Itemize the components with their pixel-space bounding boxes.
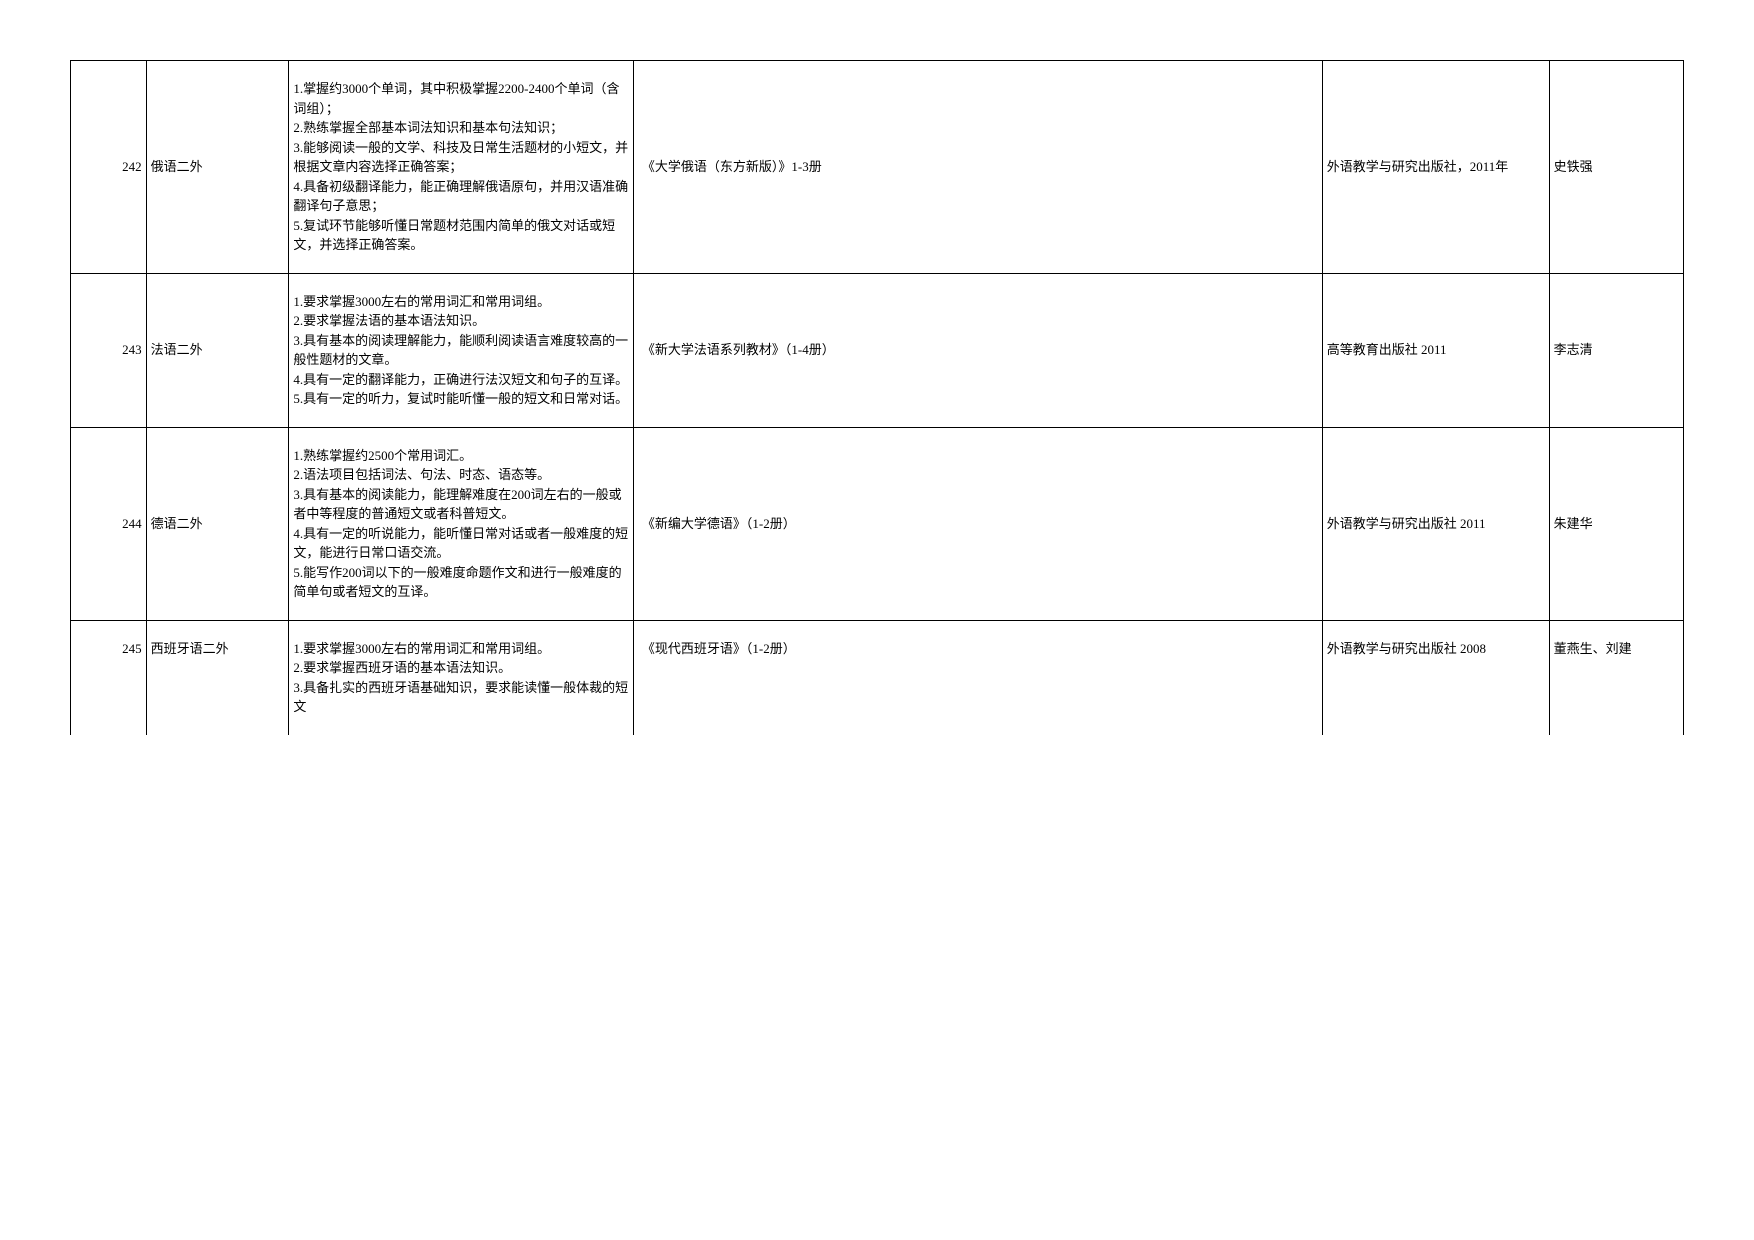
course-book: 《现代西班牙语》（1-2册）: [633, 620, 1322, 735]
course-author: 李志清: [1549, 273, 1683, 427]
course-code: 242: [71, 61, 147, 274]
course-name: 法语二外: [146, 273, 289, 427]
course-book: 《新编大学德语》（1-2册）: [633, 427, 1322, 620]
course-desc: 1.要求掌握3000左右的常用词汇和常用词组。2.要求掌握西班牙语的基本语法知识…: [289, 620, 633, 735]
course-publisher: 高等教育出版社 2011: [1322, 273, 1549, 427]
course-author: 董燕生、刘建: [1549, 620, 1683, 735]
course-publisher: 外语教学与研究出版社 2008: [1322, 620, 1549, 735]
course-publisher: 外语教学与研究出版社，2011年: [1322, 61, 1549, 274]
course-name: 德语二外: [146, 427, 289, 620]
course-author: 朱建华: [1549, 427, 1683, 620]
course-name: 俄语二外: [146, 61, 289, 274]
table-row: 245 西班牙语二外 1.要求掌握3000左右的常用词汇和常用词组。2.要求掌握…: [71, 620, 1684, 735]
course-code: 243: [71, 273, 147, 427]
course-code: 244: [71, 427, 147, 620]
course-book: 《新大学法语系列教材》（1-4册）: [633, 273, 1322, 427]
course-desc: 1.要求掌握3000左右的常用词汇和常用词组。2.要求掌握法语的基本语法知识。3…: [289, 273, 633, 427]
table-row: 242 俄语二外 1.掌握约3000个单词，其中积极掌握2200-2400个单词…: [71, 61, 1684, 274]
course-table: 242 俄语二外 1.掌握约3000个单词，其中积极掌握2200-2400个单词…: [70, 60, 1684, 735]
table-row: 244 德语二外 1.熟练掌握约2500个常用词汇。2.语法项目包括词法、句法、…: [71, 427, 1684, 620]
course-name: 西班牙语二外: [146, 620, 289, 735]
table-row: 243 法语二外 1.要求掌握3000左右的常用词汇和常用词组。2.要求掌握法语…: [71, 273, 1684, 427]
course-author: 史铁强: [1549, 61, 1683, 274]
course-desc: 1.熟练掌握约2500个常用词汇。2.语法项目包括词法、句法、时态、语态等。3.…: [289, 427, 633, 620]
course-book: 《大学俄语（东方新版）》1-3册: [633, 61, 1322, 274]
course-publisher: 外语教学与研究出版社 2011: [1322, 427, 1549, 620]
course-code: 245: [71, 620, 147, 735]
course-desc: 1.掌握约3000个单词，其中积极掌握2200-2400个单词（含词组）；2.熟…: [289, 61, 633, 274]
